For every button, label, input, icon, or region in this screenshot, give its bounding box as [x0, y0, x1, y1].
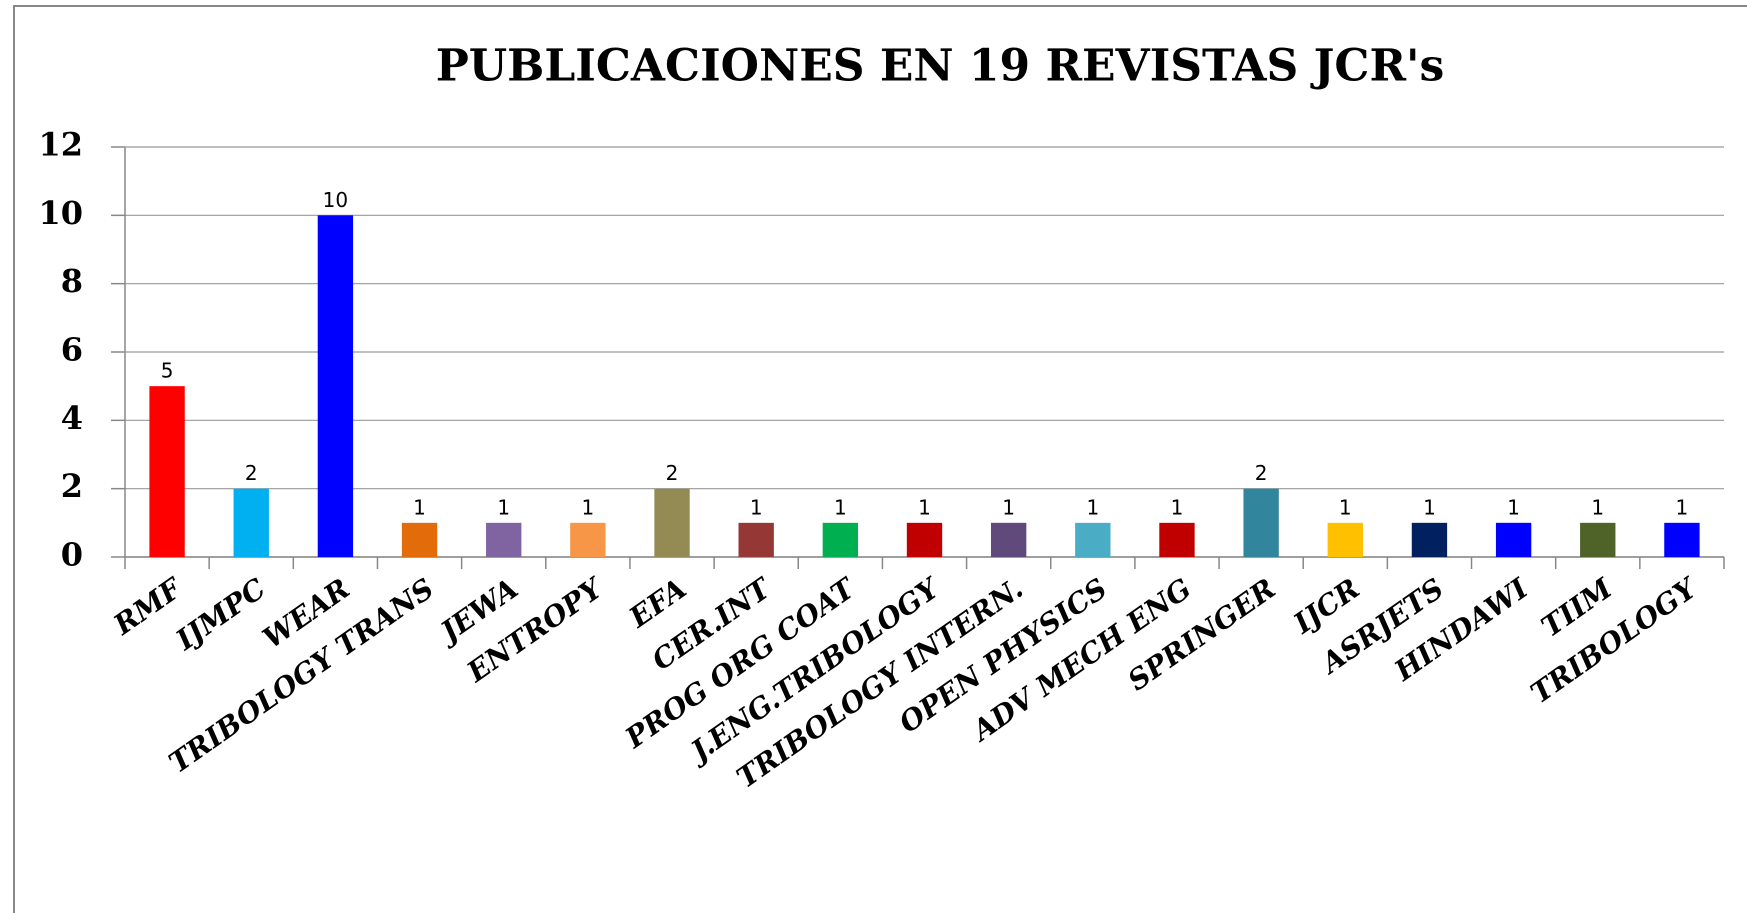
bar [401, 522, 438, 557]
bar [906, 522, 943, 557]
bar [1580, 522, 1616, 557]
bar [149, 386, 185, 557]
value-label: 1 [1086, 495, 1099, 519]
value-label: 1 [834, 495, 847, 519]
x-tick-label: IJMPC [169, 571, 272, 657]
value-label: 1 [413, 495, 426, 519]
y-tick-label: 6 [61, 331, 83, 369]
bar [1327, 522, 1363, 557]
value-label: 1 [497, 495, 510, 519]
bar [1664, 522, 1700, 557]
bar [317, 215, 354, 558]
bar [990, 522, 1027, 557]
value-label: 1 [918, 495, 931, 519]
value-label: 1 [750, 495, 763, 519]
y-tick-label: 10 [38, 194, 83, 232]
y-tick-label: 0 [61, 536, 83, 574]
value-label: 1 [1171, 495, 1184, 519]
value-label: 1 [582, 495, 595, 519]
y-tick-label: 8 [61, 262, 83, 300]
value-label: 1 [1676, 495, 1689, 519]
y-tick-label: 12 [38, 126, 83, 164]
value-label: 1 [1591, 495, 1604, 519]
y-tick-label: 4 [61, 399, 83, 437]
bar [822, 522, 859, 557]
value-label: 2 [1255, 461, 1268, 485]
bar [1159, 522, 1195, 557]
bar [738, 522, 774, 557]
bar [1411, 522, 1448, 557]
value-label: 1 [1002, 495, 1015, 519]
bar [1495, 522, 1532, 557]
value-label: 2 [245, 461, 258, 485]
bar [1243, 488, 1279, 557]
value-label: 5 [161, 359, 174, 383]
value-label: 1 [1339, 495, 1352, 519]
bar [570, 522, 606, 557]
chart-frame [13, 5, 1747, 913]
bar [654, 488, 690, 557]
value-label: 2 [666, 461, 679, 485]
bar [486, 522, 522, 557]
y-tick-label: 2 [61, 467, 83, 505]
value-label: 1 [1423, 495, 1436, 519]
bar [233, 488, 269, 557]
value-label: 10 [323, 188, 348, 212]
value-label: 1 [1507, 495, 1520, 519]
bar [1075, 522, 1111, 557]
chart-title: PUBLICACIONES EN 19 REVISTAS JCR's [436, 41, 1445, 92]
